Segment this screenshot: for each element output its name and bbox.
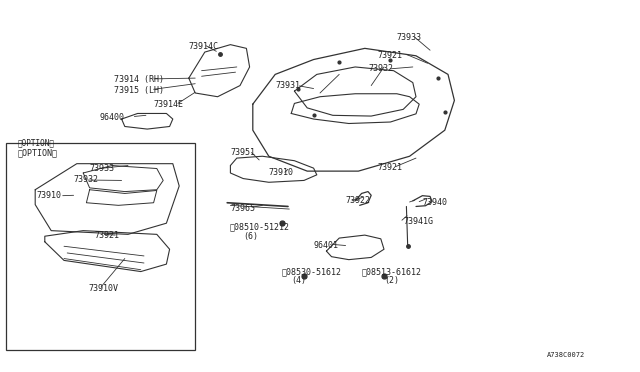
Text: (4): (4): [291, 276, 306, 285]
Text: 73910V: 73910V: [88, 284, 118, 293]
Text: 73940: 73940: [422, 198, 447, 207]
Text: 73921: 73921: [378, 163, 403, 172]
Text: 73941G: 73941G: [403, 217, 433, 226]
Text: 〈OPTION〉: 〈OPTION〉: [18, 138, 55, 147]
Text: 73932: 73932: [74, 175, 99, 184]
Text: 73933: 73933: [90, 164, 115, 173]
Text: A738C0072: A738C0072: [547, 352, 586, 358]
Text: 73910: 73910: [36, 191, 61, 200]
Text: 73931: 73931: [275, 81, 300, 90]
Text: (2): (2): [384, 276, 399, 285]
Text: 73921: 73921: [378, 51, 403, 60]
Text: Ⓝ08530-51612: Ⓝ08530-51612: [282, 268, 342, 277]
Text: Ⓝ08510-51212: Ⓝ08510-51212: [229, 222, 289, 231]
Text: (6): (6): [243, 232, 258, 241]
Text: 73910: 73910: [269, 169, 294, 177]
Text: 73932: 73932: [368, 64, 393, 73]
Text: 73914C: 73914C: [189, 42, 219, 51]
Text: 73951: 73951: [230, 148, 255, 157]
Text: 73933: 73933: [397, 33, 422, 42]
Text: 〈OPTION〉: 〈OPTION〉: [18, 148, 58, 157]
Text: 73914E: 73914E: [154, 100, 184, 109]
Text: 73965: 73965: [230, 204, 255, 213]
Text: 73922: 73922: [346, 196, 371, 205]
Bar: [6, 143, 195, 350]
Text: 73915 (LH): 73915 (LH): [114, 86, 164, 95]
Text: 96401: 96401: [314, 241, 339, 250]
Text: 73914 (RH): 73914 (RH): [114, 76, 164, 84]
Text: 73921: 73921: [95, 231, 120, 240]
Text: 96400: 96400: [99, 113, 124, 122]
Text: Ⓝ08513-61612: Ⓝ08513-61612: [362, 268, 422, 277]
